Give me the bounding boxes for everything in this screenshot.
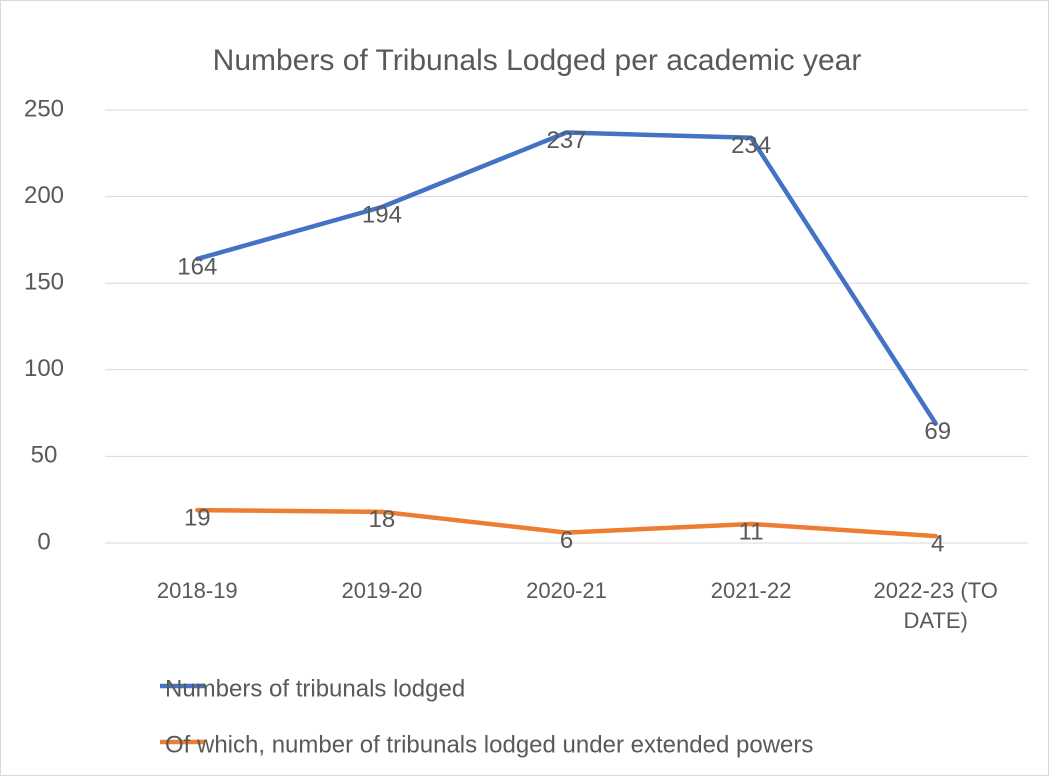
data-label: 11 xyxy=(739,518,764,545)
legend-label: Numbers of tribunals lodged xyxy=(165,675,465,702)
data-label: 69 xyxy=(924,418,951,445)
x-tick-label: 2020-21 xyxy=(526,578,607,603)
chart-title: Numbers of Tribunals Lodged per academic… xyxy=(213,44,862,77)
data-label: 237 xyxy=(546,127,586,154)
series-line xyxy=(195,130,938,426)
y-tick-label: 50 xyxy=(31,442,58,469)
y-tick-label: 100 xyxy=(24,355,64,382)
data-label: 4 xyxy=(931,530,944,557)
x-tick-label: 2019-20 xyxy=(341,578,423,603)
x-tick-label: 2018-19 xyxy=(156,578,238,603)
y-tick-label: 150 xyxy=(24,269,64,296)
y-tick-label: 250 xyxy=(24,95,64,122)
data-label: 19 xyxy=(184,504,211,531)
x-tick-label: 2021-22 xyxy=(710,578,792,603)
data-label: 194 xyxy=(362,201,402,228)
data-label: 164 xyxy=(177,253,217,280)
data-label: 234 xyxy=(731,132,771,159)
legend-label: Of which, number of tribunals lodged und… xyxy=(165,731,813,758)
data-label: 6 xyxy=(560,527,573,554)
y-tick-label: 0 xyxy=(37,528,50,555)
x-tick-label: 2022-23 (TO DATE) xyxy=(873,578,998,633)
series-line xyxy=(195,507,938,539)
y-tick-label: 200 xyxy=(24,182,64,209)
data-label: 18 xyxy=(369,506,396,533)
